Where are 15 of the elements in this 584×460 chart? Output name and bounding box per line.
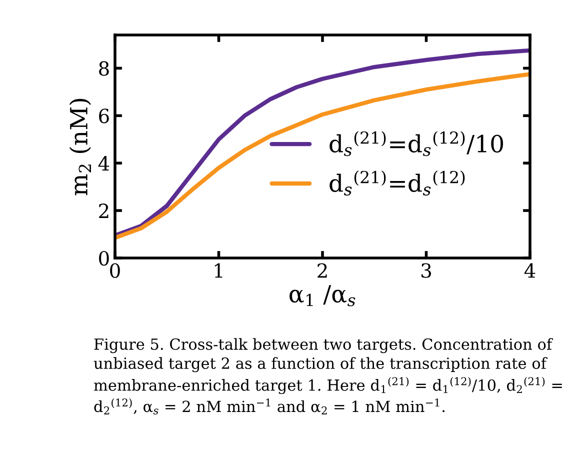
legend-label: d$_{s}$$^{(21)}$=d$_{s}$$^{(12)}$	[330, 170, 465, 196]
x-tick-label: 1	[214, 263, 222, 278]
text: Figure 5. Cross-talk between two targets. Concentration of unbiased target 2 as a function of the transcription rate of membrane-enriched target 1. Here d$_{1}$$^{(21)}$ = d$_{1}$$^{(12)}$/10, d$_{2}$$^{(21)}$ = d$_{2}$$^{(12)}$, α$_{s}$ = 2 nM min$^{−1}$ and α$_{2}$ = 1 nM min$^{−1}$.	[94, 338, 562, 414]
x-tick-label: 0	[110, 263, 120, 278]
y-tick-label: 2	[99, 204, 108, 218]
y-tick-label: 6	[99, 108, 109, 124]
x-tick-label: 3	[422, 263, 431, 278]
y-tick-label: 4	[98, 156, 110, 170]
x-axis-title: α$_{1}$ /α$_{s}$	[290, 285, 356, 306]
x-tick-label: 4	[524, 263, 536, 278]
y-tick-label: 8	[99, 61, 109, 76]
x-tick-label: 2	[318, 263, 327, 278]
y-tick-label: 0	[99, 250, 109, 266]
y-axis-title: m$_{2}$ (nM)	[69, 98, 91, 196]
legend-label: d$_{s}$$^{(21)}$=d$_{s}$$^{(12)}$/10	[330, 131, 504, 156]
